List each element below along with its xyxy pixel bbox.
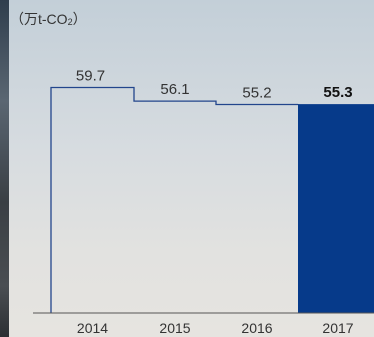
category-label-2017: 2017 bbox=[322, 320, 353, 336]
category-label-2015: 2015 bbox=[159, 320, 190, 336]
unit-label: （万t-CO2） bbox=[10, 11, 87, 27]
bar-2017 bbox=[298, 104, 374, 313]
value-label-2015: 56.1 bbox=[160, 81, 189, 98]
value-label-2017: 55.3 bbox=[323, 84, 352, 101]
bar-2016 bbox=[216, 104, 298, 313]
category-label-2016: 2016 bbox=[241, 320, 272, 336]
bar-2015 bbox=[134, 101, 216, 313]
left-photo-strip bbox=[0, 0, 9, 337]
category-label-2014: 2014 bbox=[77, 320, 108, 336]
value-label-2016: 55.2 bbox=[242, 84, 271, 101]
bar-2014 bbox=[51, 88, 134, 314]
bar-outline bbox=[50, 86, 299, 313]
value-label-2014: 59.7 bbox=[76, 68, 105, 85]
